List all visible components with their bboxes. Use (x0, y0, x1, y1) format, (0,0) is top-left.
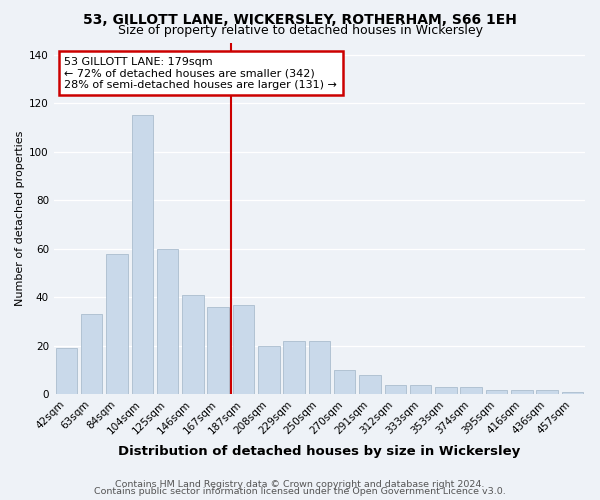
Bar (359, 375, 381, 394)
Text: 53 GILLOTT LANE: 179sqm
← 72% of detached houses are smaller (342)
28% of semi-d: 53 GILLOTT LANE: 179sqm ← 72% of detache… (64, 56, 337, 90)
Text: Contains public sector information licensed under the Open Government Licence v3: Contains public sector information licen… (94, 488, 506, 496)
Bar (410, 384, 431, 394)
Bar (562, 392, 583, 394)
Bar (486, 390, 507, 394)
Bar (182, 295, 203, 394)
Bar (81, 314, 103, 394)
Bar (435, 387, 457, 394)
Bar (157, 249, 178, 394)
Bar (334, 370, 355, 394)
Bar (460, 387, 482, 394)
Bar (56, 348, 77, 395)
Bar (233, 304, 254, 394)
Bar (385, 384, 406, 394)
Y-axis label: Number of detached properties: Number of detached properties (15, 131, 25, 306)
Bar (511, 390, 533, 394)
Bar (258, 346, 280, 395)
Bar (106, 254, 128, 394)
Bar (308, 341, 330, 394)
Bar (208, 307, 229, 394)
Bar (131, 116, 153, 394)
Bar (536, 390, 558, 394)
Text: 53, GILLOTT LANE, WICKERSLEY, ROTHERHAM, S66 1EH: 53, GILLOTT LANE, WICKERSLEY, ROTHERHAM,… (83, 12, 517, 26)
X-axis label: Distribution of detached houses by size in Wickersley: Distribution of detached houses by size … (118, 444, 521, 458)
Bar (283, 341, 305, 394)
Text: Size of property relative to detached houses in Wickersley: Size of property relative to detached ho… (118, 24, 482, 37)
Text: Contains HM Land Registry data © Crown copyright and database right 2024.: Contains HM Land Registry data © Crown c… (115, 480, 485, 489)
